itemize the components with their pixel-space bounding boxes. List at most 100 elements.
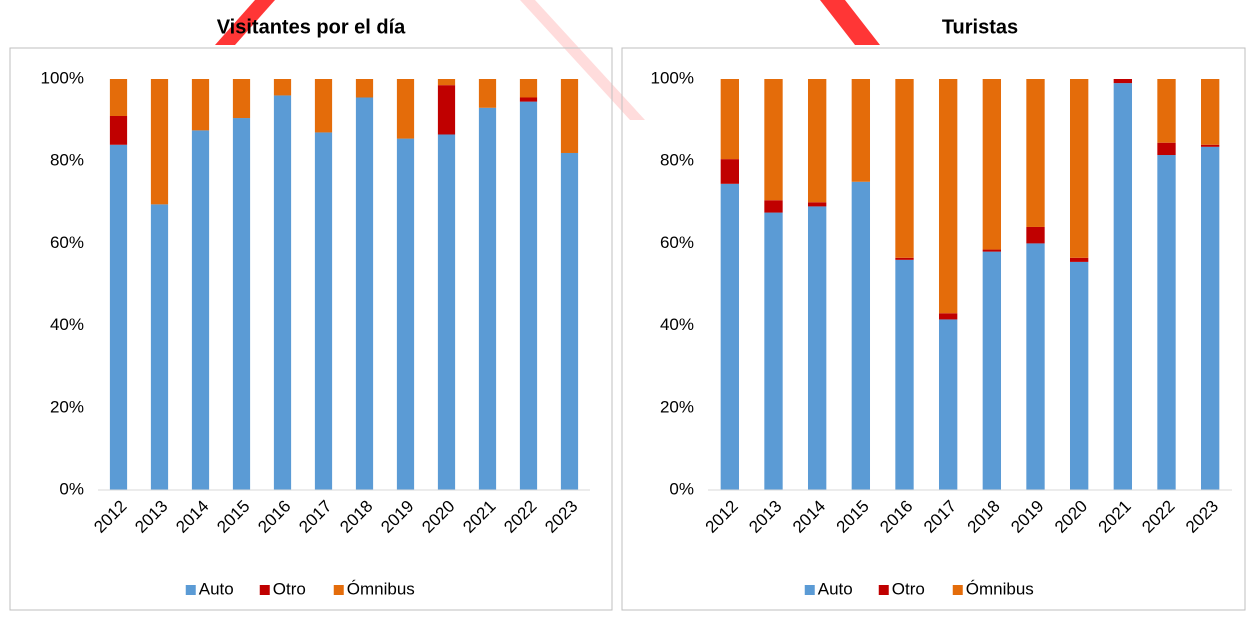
- y-tick-label: 20%: [50, 397, 84, 416]
- legend-swatch: [185, 585, 196, 595]
- y-tick-label: 100%: [651, 68, 694, 87]
- chart-title: Visitantes por el día: [217, 16, 406, 38]
- bar-segment: [1026, 226, 1045, 244]
- y-tick-label: 60%: [50, 233, 84, 252]
- bar-segment: [478, 79, 497, 108]
- x-tick-label: 2016: [254, 497, 294, 537]
- x-tick-label: 2019: [377, 497, 417, 537]
- legend-swatch: [333, 585, 344, 595]
- bar-segment: [1026, 243, 1045, 490]
- bar-segment: [807, 79, 827, 203]
- bar-segment: [396, 79, 415, 139]
- legend-swatch: [804, 585, 815, 595]
- bar-segment: [938, 79, 958, 314]
- bar-segment: [232, 79, 251, 119]
- bar-segment: [1157, 142, 1176, 156]
- bar-segment: [851, 181, 871, 490]
- bar-segment: [720, 159, 740, 184]
- bar-segment: [807, 202, 827, 207]
- y-tick-label: 20%: [660, 397, 694, 416]
- bar-segment: [478, 107, 497, 491]
- x-tick-label: 2015: [833, 497, 873, 537]
- legend-swatch: [878, 585, 889, 595]
- legend-swatch: [952, 585, 963, 595]
- legend-label: Ómnibus: [966, 579, 1034, 598]
- legend-label: Auto: [199, 579, 234, 598]
- bar-segment: [720, 183, 740, 490]
- bar-segment: [1069, 257, 1089, 262]
- bar-segment: [1157, 79, 1176, 143]
- bar-segment: [191, 130, 210, 490]
- x-tick-label: 2018: [336, 497, 376, 537]
- bar-segment: [355, 79, 374, 98]
- bar-segment: [764, 200, 783, 213]
- y-tick-label: 40%: [50, 315, 84, 334]
- x-tick-label: 2018: [964, 497, 1004, 537]
- x-tick-label: 2013: [745, 497, 785, 537]
- bar-segment: [355, 97, 374, 491]
- bar-segment: [191, 79, 210, 131]
- legend-label: Ómnibus: [347, 579, 415, 598]
- bar-segment: [1157, 155, 1176, 490]
- x-tick-label: 2012: [90, 497, 130, 537]
- bar-segment: [109, 115, 128, 145]
- bar-segment: [895, 259, 914, 490]
- watermark-stripe: [215, 0, 275, 45]
- bar-segment: [150, 204, 169, 491]
- x-tick-label: 2015: [213, 497, 253, 537]
- bar-segment: [314, 79, 333, 133]
- panel-border: [9, 47, 613, 611]
- bar-segment: [437, 79, 456, 86]
- bar-segment: [1200, 79, 1220, 145]
- x-tick-label: 2023: [1182, 497, 1222, 537]
- x-tick-label: 2012: [702, 497, 742, 537]
- legend-label: Otro: [273, 579, 306, 598]
- bar-segment: [1113, 83, 1133, 491]
- legend-label: Otro: [892, 579, 925, 598]
- bar-segment: [982, 251, 1002, 490]
- bar-segment: [109, 79, 128, 116]
- watermark-stripe: [520, 0, 645, 120]
- x-tick-label: 2013: [131, 497, 171, 537]
- bar-segment: [1069, 261, 1089, 490]
- x-tick-label: 2020: [418, 497, 458, 537]
- bar-segment: [396, 138, 415, 490]
- watermark-stripe: [820, 0, 880, 45]
- bar-segment: [938, 319, 958, 490]
- y-tick-label: 80%: [660, 151, 694, 170]
- x-tick-label: 2014: [172, 497, 212, 537]
- bar-segment: [150, 79, 169, 205]
- bar-segment: [232, 118, 251, 491]
- y-tick-label: 0%: [59, 479, 84, 498]
- chart-title: Turistas: [942, 16, 1018, 38]
- bar-segment: [560, 152, 579, 491]
- bar-segment: [764, 212, 783, 490]
- bar-segment: [1200, 144, 1220, 147]
- bar-segment: [109, 144, 128, 490]
- x-tick-label: 2017: [920, 497, 960, 537]
- bar-segment: [437, 134, 456, 491]
- y-tick-label: 100%: [41, 68, 84, 87]
- bar-segment: [1026, 79, 1045, 227]
- bar-segment: [982, 249, 1002, 252]
- watermark: [215, 0, 880, 120]
- x-tick-label: 2022: [500, 497, 540, 537]
- x-tick-label: 2020: [1051, 497, 1091, 537]
- bar-segment: [519, 97, 538, 102]
- x-tick-label: 2022: [1138, 497, 1178, 537]
- bar-segment: [720, 79, 740, 160]
- bar-segment: [437, 85, 456, 135]
- legend-label: Auto: [818, 579, 853, 598]
- bar-segment: [273, 95, 292, 490]
- bar-segment: [807, 206, 827, 490]
- y-tick-label: 60%: [660, 233, 694, 252]
- y-tick-label: 40%: [660, 315, 694, 334]
- x-tick-label: 2021: [1095, 497, 1135, 537]
- bar-segment: [314, 132, 333, 490]
- panel-border: [621, 47, 1246, 611]
- bar-segment: [519, 101, 538, 490]
- bar-segment: [519, 79, 538, 98]
- bar-segment: [273, 79, 292, 96]
- x-tick-label: 2019: [1007, 497, 1047, 537]
